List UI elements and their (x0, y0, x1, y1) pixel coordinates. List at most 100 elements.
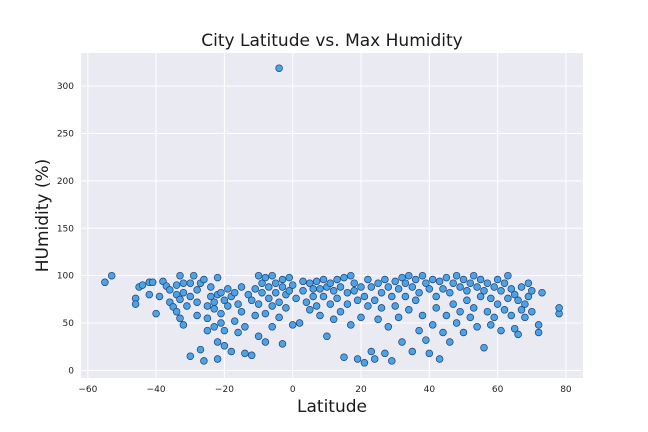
data-point (312, 302, 321, 310)
data-point (234, 328, 242, 337)
data-point (306, 306, 314, 314)
data-point (285, 287, 294, 295)
data-point (534, 321, 543, 329)
data-point (247, 296, 256, 305)
data-point (480, 343, 488, 352)
data-point (394, 313, 403, 322)
data-point (364, 302, 372, 310)
data-point (432, 304, 440, 312)
data-point (275, 298, 283, 306)
data-point (179, 321, 188, 329)
data-point (299, 277, 307, 286)
data-point (439, 285, 447, 293)
data-point (295, 319, 304, 327)
data-point (370, 355, 379, 363)
data-point (446, 338, 454, 346)
data-point (408, 347, 417, 356)
data-point (278, 283, 287, 291)
data-point (439, 328, 447, 337)
data-point (442, 311, 451, 320)
data-point (107, 271, 116, 280)
x-tick-label: −40 (147, 385, 166, 395)
data-point (418, 271, 427, 280)
data-point (504, 271, 512, 280)
data-point (254, 300, 263, 308)
data-point (155, 292, 164, 301)
data-point (398, 273, 406, 282)
data-point (176, 295, 184, 304)
data-point (224, 285, 232, 293)
data-point (340, 353, 348, 361)
data-point (299, 287, 307, 295)
data-point (483, 307, 492, 316)
data-point (172, 307, 181, 316)
data-point (374, 315, 382, 324)
data-point (309, 285, 317, 293)
data-point (282, 304, 290, 312)
data-point (493, 300, 502, 308)
data-point (237, 283, 246, 291)
data-point (247, 351, 256, 360)
data-point (265, 294, 273, 303)
data-point (415, 288, 423, 297)
data-point (333, 294, 341, 303)
data-point (435, 355, 444, 363)
data-point (524, 279, 533, 287)
data-point (203, 302, 212, 310)
data-point (360, 292, 369, 301)
data-point (203, 326, 212, 335)
x-tick-label: 80 (560, 385, 572, 395)
data-point (340, 273, 348, 282)
data-point (490, 313, 498, 322)
data-point (343, 288, 352, 297)
data-point (166, 286, 174, 294)
data-point (241, 323, 249, 331)
data-point (411, 296, 420, 305)
data-point (353, 355, 362, 363)
data-point (384, 283, 393, 291)
data-point (350, 287, 358, 295)
data-point (336, 283, 345, 291)
chart-title: City Latitude vs. Max Humidity (201, 31, 462, 51)
data-point (528, 287, 536, 295)
data-point (388, 357, 396, 365)
data-point (220, 296, 229, 305)
data-point (388, 292, 396, 301)
data-point (148, 278, 157, 287)
data-point (230, 317, 239, 325)
data-point (268, 323, 276, 331)
data-point (500, 306, 509, 314)
x-tick-label: 40 (424, 385, 436, 395)
data-point (528, 307, 536, 316)
data-point (285, 273, 294, 282)
data-point (514, 330, 522, 339)
data-point (367, 347, 376, 356)
data-point (347, 271, 355, 280)
data-point (483, 279, 492, 287)
y-tick-label: 200 (57, 177, 74, 187)
data-point (473, 283, 481, 291)
data-point (234, 300, 242, 308)
data-point (336, 307, 345, 316)
data-point (312, 277, 321, 286)
data-point (224, 302, 232, 310)
y-tick-label: 150 (57, 224, 74, 234)
data-point (319, 292, 328, 301)
data-point (329, 315, 338, 324)
data-point (288, 321, 297, 329)
data-point (278, 340, 287, 348)
data-point (374, 279, 382, 287)
data-point (326, 300, 335, 308)
data-point (504, 294, 512, 303)
data-point (377, 304, 386, 312)
data-point (384, 323, 393, 331)
data-point (449, 279, 457, 287)
data-point (473, 323, 481, 331)
data-point (364, 275, 372, 284)
data-point (514, 296, 522, 305)
data-point (179, 279, 188, 287)
data-point (401, 292, 410, 301)
data-point (316, 311, 324, 320)
data-point (138, 281, 147, 289)
